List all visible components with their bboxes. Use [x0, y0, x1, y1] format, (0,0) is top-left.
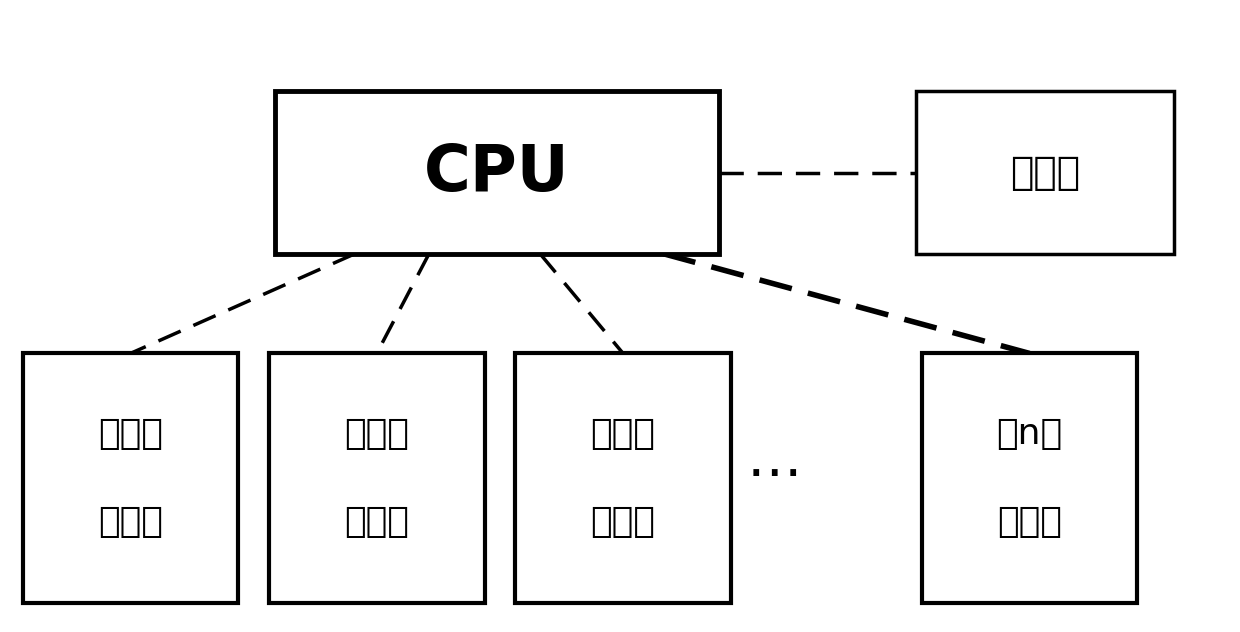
Bar	[22, 353, 238, 603]
Text: 拉边机: 拉边机	[345, 505, 409, 539]
Text: 第一组: 第一组	[98, 418, 162, 451]
Bar	[275, 92, 718, 253]
Bar	[516, 353, 730, 603]
Text: ⋯: ⋯	[746, 448, 802, 502]
Text: 拉边机: 拉边机	[98, 505, 162, 539]
Text: 拉边机: 拉边机	[590, 505, 656, 539]
Text: 第n组: 第n组	[997, 418, 1063, 451]
Bar	[915, 92, 1174, 253]
Text: 第二组: 第二组	[345, 418, 409, 451]
Text: 上位机: 上位机	[1009, 154, 1080, 191]
Text: 拉边机: 拉边机	[997, 505, 1061, 539]
Text: CPU: CPU	[424, 142, 569, 204]
Bar	[921, 353, 1137, 603]
Bar	[269, 353, 485, 603]
Text: 第三组: 第三组	[590, 418, 656, 451]
